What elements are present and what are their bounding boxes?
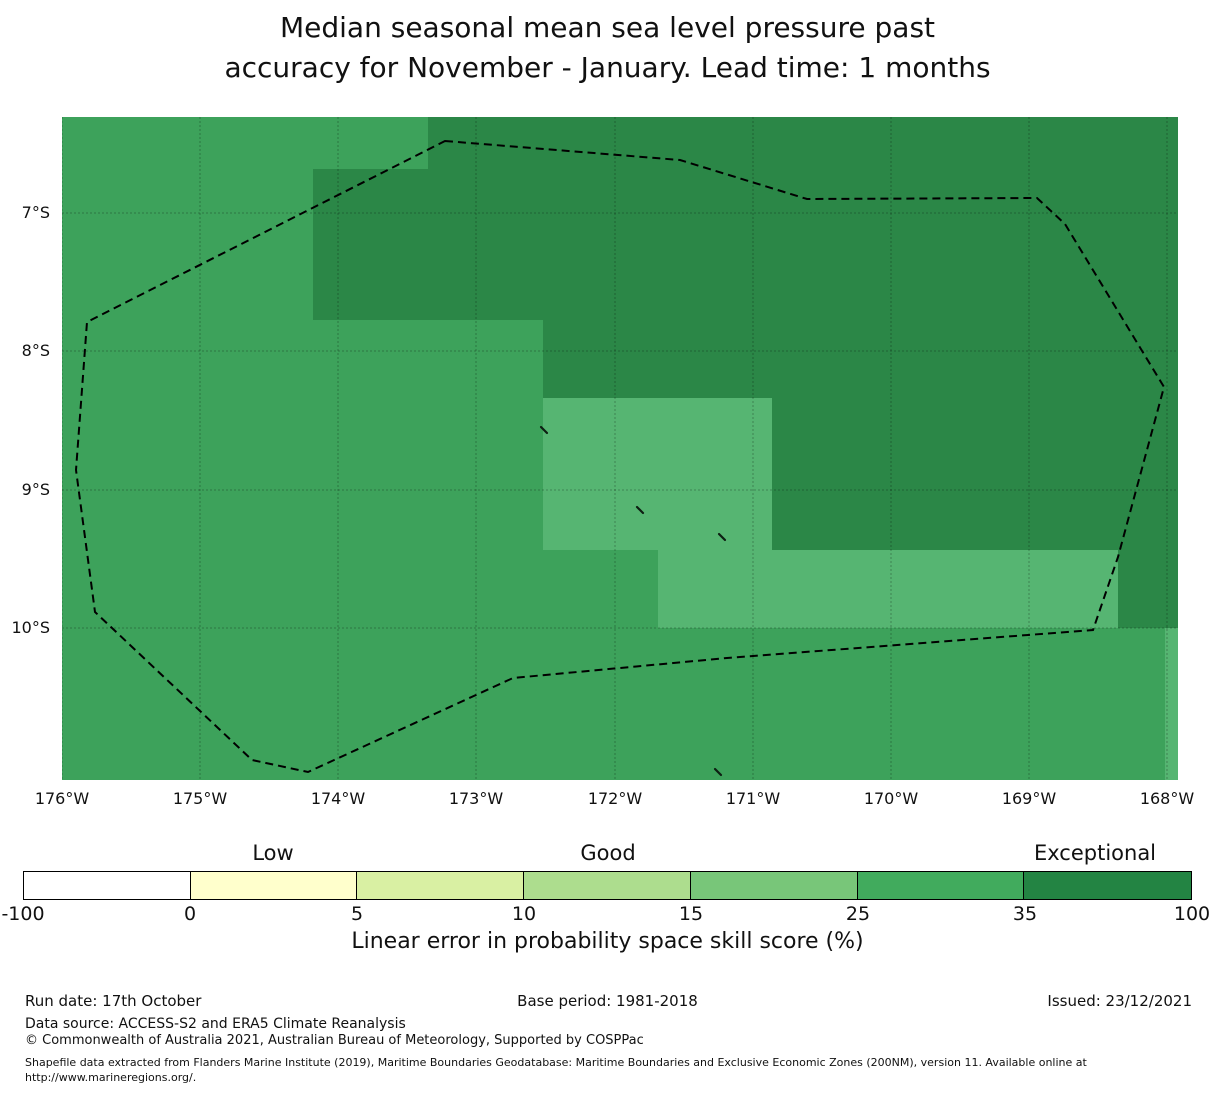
issued-label: Issued: 23/12/2021 — [1047, 992, 1192, 1010]
island-mark — [713, 767, 723, 777]
colorbar-segment — [857, 872, 1025, 899]
colorbar-segment — [1024, 872, 1191, 899]
base-period-label: Base period: 1981-2018 — [517, 992, 698, 1010]
colorbar-segment — [524, 872, 691, 899]
colorbar-tick-label: -100 — [1, 903, 45, 925]
shapefile-note-line2: http://www.marineregions.org/. — [25, 1071, 197, 1084]
x-tick-label: 173°W — [448, 789, 504, 808]
y-tick-label: 7°S — [21, 203, 50, 222]
colorbar-segment — [24, 872, 191, 899]
skill-region-moderate — [1165, 628, 1178, 780]
colorbar-category-exceptional: Exceptional — [1033, 841, 1157, 865]
figure-title: Median seasonal mean sea level pressure … — [224, 11, 991, 84]
copyright-label: © Commonwealth of Australia 2021, Austra… — [25, 1033, 644, 1048]
island-mark — [717, 532, 727, 542]
colorbar-segment — [190, 872, 358, 899]
island-mark — [635, 505, 645, 515]
colorbar-tick-label: 100 — [1173, 903, 1211, 925]
colorbar-tick-label: 0 — [183, 903, 197, 925]
run-date-label: Run date: 17th October — [25, 992, 202, 1010]
colorbar-segment — [690, 872, 858, 899]
skill-region-moderate — [543, 398, 772, 550]
x-tick-label: 168°W — [1139, 789, 1195, 808]
colorbar-category-low: Low — [252, 841, 294, 865]
colorbar-axis-label: Linear error in probability space skill … — [351, 929, 864, 954]
map-plot-area — [62, 117, 1178, 780]
colorbar-segment — [357, 872, 525, 899]
x-tick-label: 170°W — [863, 789, 919, 808]
skill-region-exceptional — [313, 117, 1178, 628]
colorbar — [23, 871, 1192, 900]
island-mark — [539, 425, 549, 435]
x-tick-label: 174°W — [310, 789, 366, 808]
colorbar-tick-label: 25 — [845, 903, 871, 925]
colorbar-tick-label: 35 — [1012, 903, 1038, 925]
colorbar-tick-label: 15 — [678, 903, 704, 925]
colorbar-tick-label: 5 — [350, 903, 364, 925]
skill-map — [62, 117, 1178, 780]
x-tick-label: 175°W — [172, 789, 228, 808]
x-tick-label: 171°W — [725, 789, 781, 808]
x-tick-label: 176°W — [34, 789, 90, 808]
x-tick-label: 172°W — [587, 789, 643, 808]
data-source-label: Data source: ACCESS-S2 and ERA5 Climate … — [25, 1016, 406, 1032]
y-tick-label: 10°S — [11, 618, 50, 637]
skill-region-moderate — [658, 550, 1118, 628]
x-tick-label: 169°W — [1001, 789, 1057, 808]
colorbar-category-good: Good — [580, 841, 636, 865]
shapefile-note-line1: Shapefile data extracted from Flanders M… — [25, 1056, 1087, 1069]
eez-boundary-outline — [74, 139, 1166, 774]
y-tick-label: 8°S — [21, 341, 50, 360]
colorbar-tick-label: 10 — [511, 903, 537, 925]
y-tick-label: 9°S — [21, 480, 50, 499]
